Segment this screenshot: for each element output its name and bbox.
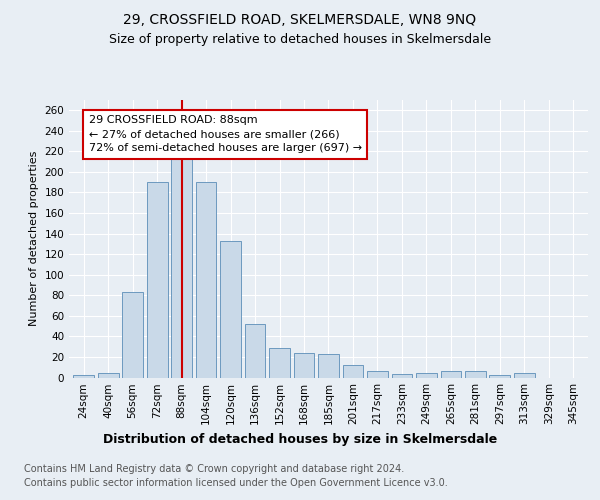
Bar	[367, 372, 388, 378]
Bar	[514, 374, 535, 378]
Text: Size of property relative to detached houses in Skelmersdale: Size of property relative to detached ho…	[109, 32, 491, 46]
Bar	[122, 292, 143, 378]
Text: Contains public sector information licensed under the Open Government Licence v3: Contains public sector information licen…	[24, 478, 448, 488]
Bar	[490, 376, 510, 378]
Bar	[440, 372, 461, 378]
Text: Distribution of detached houses by size in Skelmersdale: Distribution of detached houses by size …	[103, 432, 497, 446]
Bar	[416, 374, 437, 378]
Bar	[293, 353, 314, 378]
Bar	[171, 156, 192, 378]
Text: 29, CROSSFIELD ROAD, SKELMERSDALE, WN8 9NQ: 29, CROSSFIELD ROAD, SKELMERSDALE, WN8 9…	[124, 12, 476, 26]
Text: Contains HM Land Registry data © Crown copyright and database right 2024.: Contains HM Land Registry data © Crown c…	[24, 464, 404, 474]
Text: 29 CROSSFIELD ROAD: 88sqm
← 27% of detached houses are smaller (266)
72% of semi: 29 CROSSFIELD ROAD: 88sqm ← 27% of detac…	[89, 116, 362, 154]
Bar	[147, 182, 167, 378]
Bar	[245, 324, 265, 378]
Bar	[318, 354, 339, 378]
Bar	[343, 365, 364, 378]
Y-axis label: Number of detached properties: Number of detached properties	[29, 151, 39, 326]
Bar	[269, 348, 290, 378]
Bar	[220, 241, 241, 378]
Bar	[73, 376, 94, 378]
Bar	[98, 374, 119, 378]
Bar	[196, 182, 217, 378]
Bar	[392, 374, 412, 378]
Bar	[465, 372, 486, 378]
